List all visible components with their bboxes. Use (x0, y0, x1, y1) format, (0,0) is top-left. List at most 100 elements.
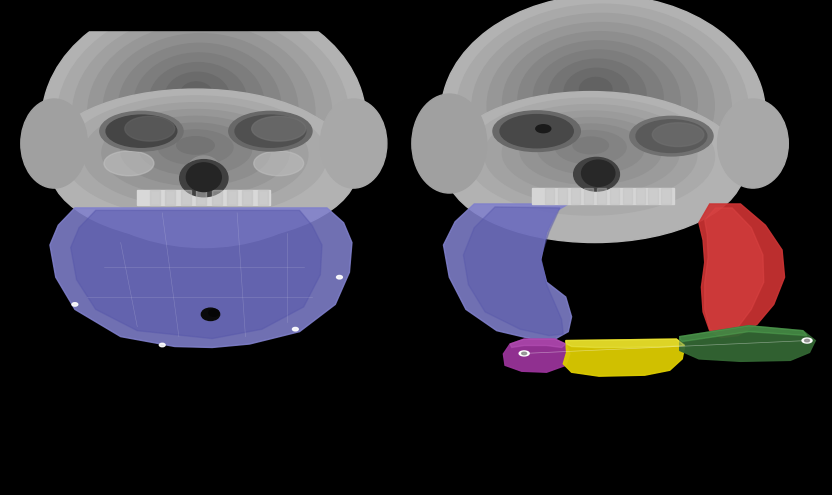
Polygon shape (443, 204, 572, 339)
Ellipse shape (72, 302, 77, 306)
Bar (258, 190, 268, 205)
Ellipse shape (503, 111, 679, 195)
Ellipse shape (121, 116, 270, 186)
Bar (227, 190, 237, 205)
Bar (558, 188, 567, 204)
Ellipse shape (254, 151, 304, 176)
Ellipse shape (251, 116, 305, 141)
Ellipse shape (582, 160, 615, 187)
Polygon shape (463, 207, 563, 336)
Ellipse shape (802, 338, 812, 343)
Bar (584, 188, 593, 204)
Bar (150, 190, 160, 205)
Ellipse shape (229, 111, 312, 151)
Bar (661, 188, 671, 204)
Polygon shape (503, 339, 570, 372)
Bar (636, 188, 645, 204)
Ellipse shape (500, 115, 573, 148)
Ellipse shape (472, 13, 731, 203)
Ellipse shape (21, 99, 87, 188)
Ellipse shape (125, 116, 175, 141)
Ellipse shape (159, 344, 165, 346)
Ellipse shape (83, 102, 308, 207)
Ellipse shape (180, 82, 212, 107)
Ellipse shape (636, 120, 706, 152)
Ellipse shape (536, 125, 551, 133)
Ellipse shape (104, 151, 154, 176)
Bar (21, 0, 387, 30)
Bar (166, 190, 176, 205)
Ellipse shape (100, 111, 183, 151)
Ellipse shape (573, 157, 619, 191)
Polygon shape (705, 208, 764, 336)
Ellipse shape (522, 352, 527, 354)
Ellipse shape (139, 123, 251, 175)
Ellipse shape (445, 94, 745, 243)
Ellipse shape (555, 131, 626, 164)
Ellipse shape (518, 41, 680, 160)
Polygon shape (566, 339, 685, 347)
Bar (571, 188, 580, 204)
Ellipse shape (520, 118, 661, 185)
Polygon shape (680, 326, 815, 361)
Bar (196, 190, 206, 205)
Ellipse shape (103, 34, 298, 185)
Ellipse shape (805, 340, 810, 342)
Bar (622, 188, 631, 204)
Ellipse shape (187, 156, 220, 186)
Ellipse shape (64, 96, 326, 217)
Bar (610, 188, 619, 204)
Ellipse shape (503, 32, 697, 174)
Ellipse shape (652, 123, 704, 147)
Ellipse shape (165, 72, 230, 123)
Ellipse shape (235, 115, 306, 147)
Bar (532, 188, 674, 204)
Polygon shape (680, 326, 807, 342)
Ellipse shape (57, 4, 349, 232)
Ellipse shape (630, 116, 713, 156)
Bar (211, 190, 221, 205)
Ellipse shape (537, 124, 644, 174)
Ellipse shape (118, 43, 280, 169)
Ellipse shape (102, 109, 290, 196)
Ellipse shape (88, 24, 314, 201)
Ellipse shape (149, 62, 246, 138)
Ellipse shape (134, 53, 264, 154)
Ellipse shape (50, 94, 358, 243)
Ellipse shape (449, 92, 732, 225)
Ellipse shape (186, 163, 221, 192)
Ellipse shape (717, 99, 789, 188)
Ellipse shape (548, 59, 646, 130)
Ellipse shape (42, 0, 366, 248)
Polygon shape (699, 204, 785, 338)
Ellipse shape (209, 309, 219, 316)
Ellipse shape (201, 308, 220, 321)
Ellipse shape (106, 115, 176, 147)
Bar (597, 188, 606, 204)
Ellipse shape (488, 23, 714, 189)
Ellipse shape (484, 104, 697, 205)
Ellipse shape (180, 159, 228, 197)
Bar (545, 188, 554, 204)
Ellipse shape (320, 99, 387, 188)
Bar (242, 190, 252, 205)
Ellipse shape (46, 89, 345, 228)
Polygon shape (50, 208, 352, 347)
Ellipse shape (293, 328, 298, 331)
Polygon shape (71, 210, 322, 339)
Ellipse shape (564, 68, 629, 116)
Ellipse shape (533, 50, 663, 145)
Ellipse shape (519, 351, 529, 356)
Ellipse shape (573, 137, 608, 154)
Ellipse shape (412, 94, 487, 193)
Ellipse shape (579, 77, 612, 101)
Ellipse shape (456, 4, 749, 218)
Ellipse shape (72, 14, 332, 216)
Bar (137, 190, 270, 205)
Ellipse shape (441, 0, 765, 233)
Ellipse shape (493, 111, 581, 151)
Bar (648, 188, 657, 204)
Ellipse shape (158, 130, 233, 164)
Bar (181, 190, 191, 205)
Polygon shape (510, 339, 566, 347)
